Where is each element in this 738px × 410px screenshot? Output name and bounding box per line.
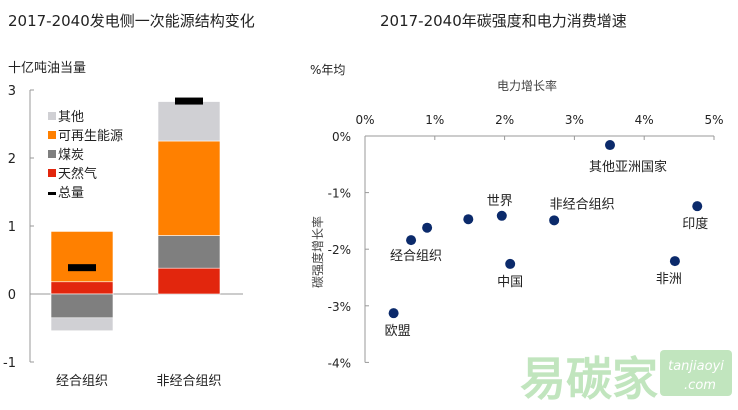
x-tick-label: 4%	[635, 113, 654, 127]
total-marker	[68, 264, 96, 272]
y-tick-label: 3	[8, 84, 16, 99]
bar-segment	[157, 140, 221, 236]
y-tick-label: -2%	[328, 243, 351, 257]
point-label: 欧盟	[385, 324, 411, 339]
point-label: 世界	[487, 194, 513, 209]
scatter-point	[422, 222, 433, 233]
point-label: 非经合组织	[550, 197, 615, 212]
legend-swatch	[48, 169, 56, 177]
point-label: 其他亚洲国家	[589, 159, 667, 175]
watermark-badge	[660, 350, 732, 396]
scatter-point	[463, 214, 474, 225]
legend-label: 总量	[58, 186, 84, 201]
y-tick-label: 0	[8, 288, 16, 303]
y-tick-label: -1	[3, 356, 16, 371]
y-tick-label: -4%	[328, 356, 351, 370]
y-tick-label: -3%	[328, 300, 351, 314]
point-label: 非洲	[656, 272, 682, 287]
y-tick-label: 0%	[332, 130, 351, 144]
scatter-point	[549, 215, 560, 226]
point-label: 印度	[682, 216, 708, 232]
watermark-text: 易碳家	[520, 352, 658, 406]
y-tick-label: 1	[8, 220, 16, 235]
bar-segment	[50, 281, 114, 295]
legend-swatch	[48, 192, 56, 195]
scatter-point	[496, 210, 507, 221]
x-category-label: 非经合组织	[156, 374, 221, 389]
x-tick-label: 0%	[355, 113, 374, 127]
point-label: 中国	[497, 275, 523, 290]
legend-swatch	[48, 112, 56, 120]
bar-segment	[50, 231, 114, 283]
right-chart-title: 2017-2040年碳强度和电力消费增速	[380, 12, 627, 30]
scatter-point	[692, 201, 703, 212]
legend-label: 煤炭	[58, 148, 84, 163]
x-tick-label: 5%	[704, 113, 723, 127]
x-tick-label: 1%	[425, 113, 444, 127]
bar-segment	[50, 293, 114, 319]
x-tick-label: 3%	[565, 113, 584, 127]
right-unit-label: %年均	[310, 63, 345, 77]
y-tick-label: -1%	[328, 187, 351, 201]
legend-swatch	[48, 150, 56, 158]
scatter-point	[505, 258, 516, 269]
legend-label: 天然气	[58, 166, 97, 182]
bar-segment	[157, 235, 221, 269]
bar-segment	[157, 267, 221, 295]
legend-swatch	[48, 131, 56, 139]
x-tick-label: 2%	[495, 113, 514, 127]
left-y-axis-label: 十亿吨油当量	[8, 61, 86, 76]
y-tick-label: 2	[8, 152, 16, 167]
bar-segment	[50, 317, 114, 332]
watermark-site-tld: .com	[684, 378, 716, 393]
scatter-point	[669, 256, 680, 267]
scatter-point	[388, 308, 399, 319]
right-y-axis-label: 碳强度增长率	[310, 216, 325, 288]
point-label: 经合组织	[390, 249, 442, 264]
right-x-axis-label: 电力增长率	[497, 78, 557, 93]
watermark-site: tanjiaoyi	[668, 359, 724, 374]
total-marker	[175, 97, 203, 105]
left-chart-title: 2017-2040发电侧一次能源结构变化	[8, 12, 255, 30]
legend-label: 其他	[58, 110, 84, 125]
scatter-point	[604, 140, 615, 151]
bar-segment	[157, 101, 221, 142]
scatter-point	[406, 235, 417, 246]
legend-label: 可再生能源	[58, 129, 123, 144]
x-category-label: 经合组织	[56, 374, 108, 389]
watermark: 易碳家 tanjiaoyi .com	[520, 350, 732, 406]
